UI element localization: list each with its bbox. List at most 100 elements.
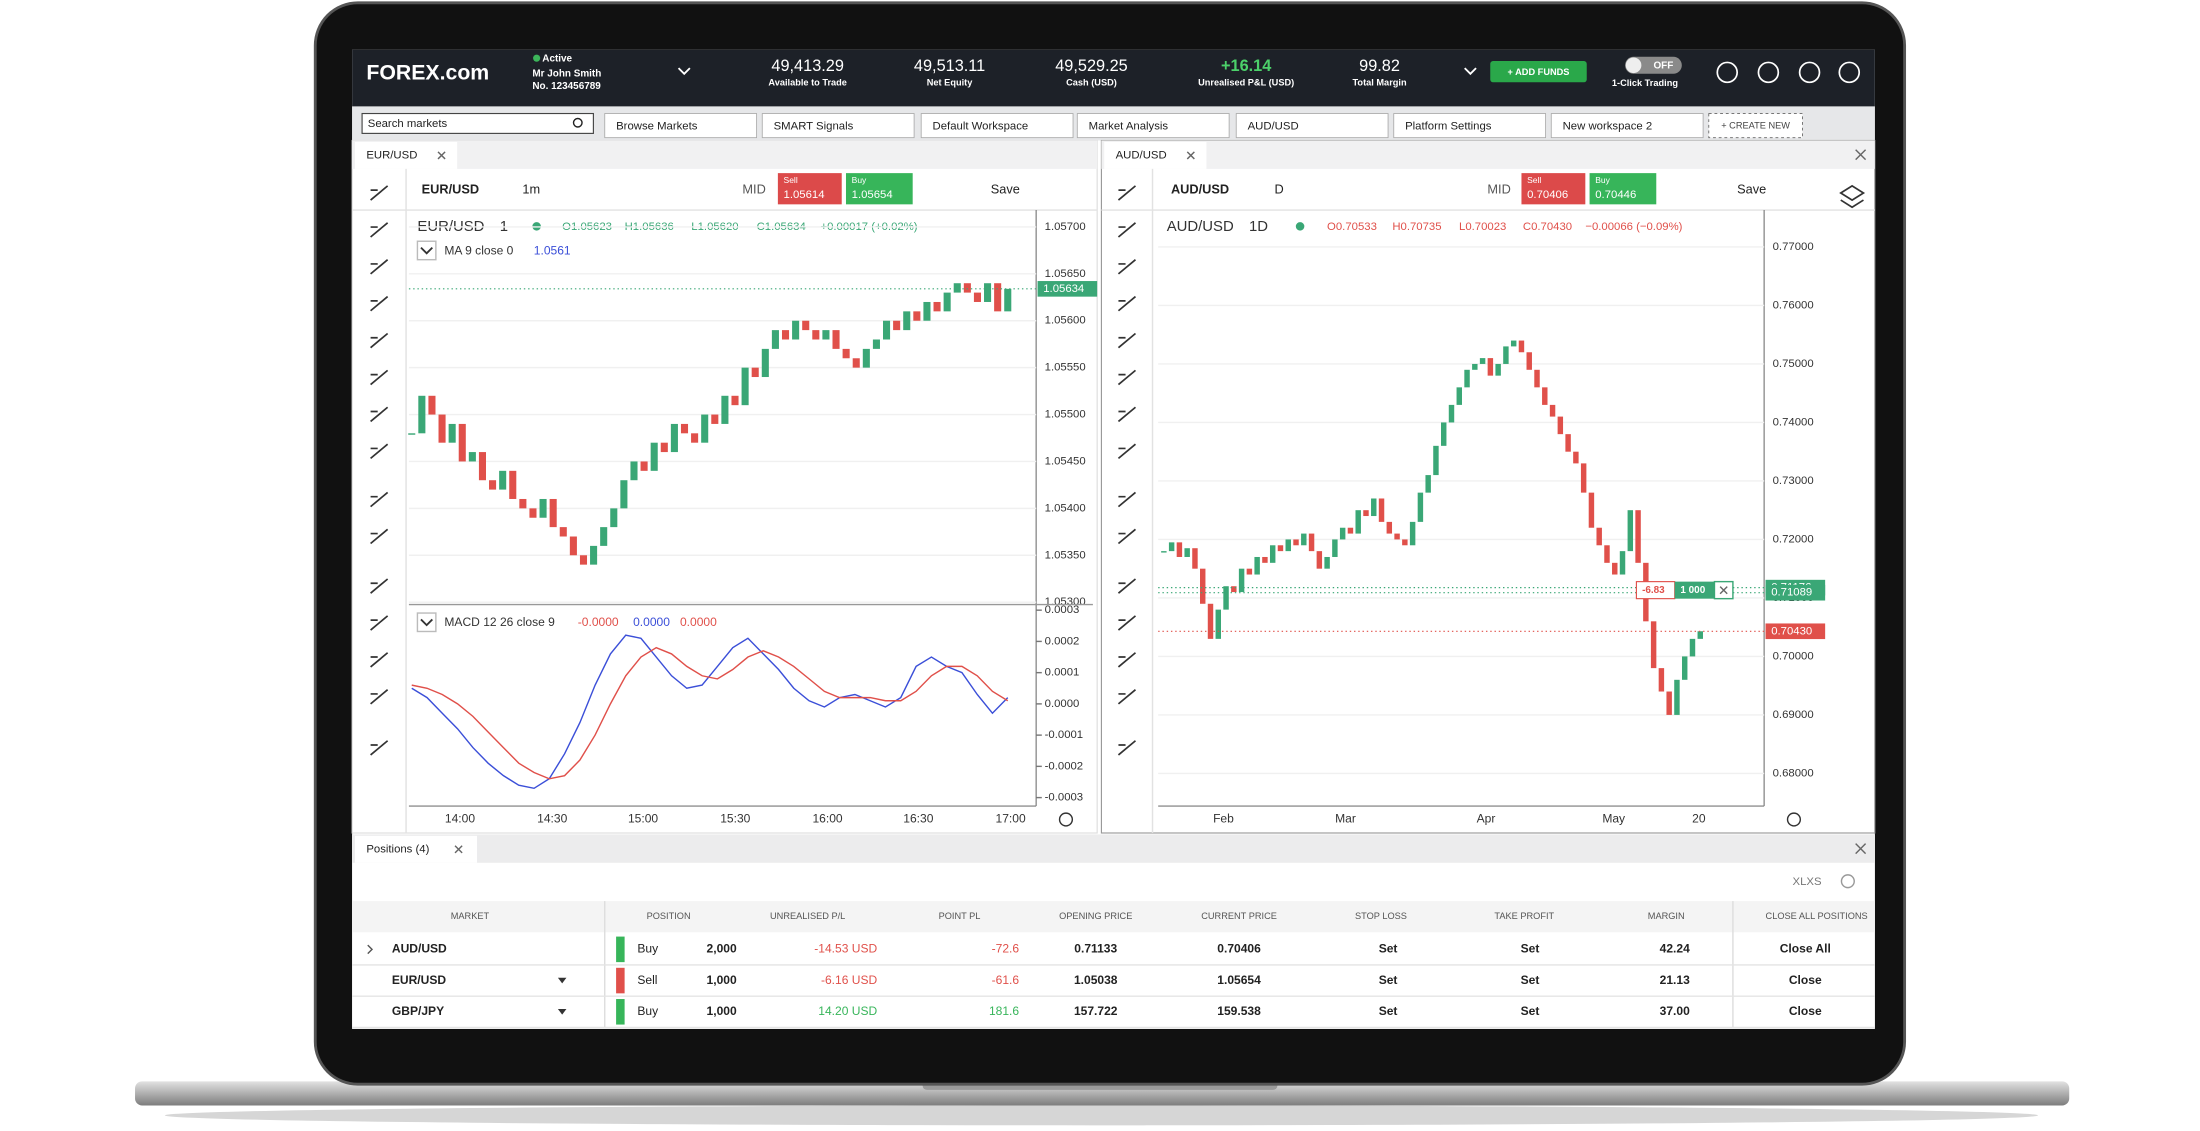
close-tab[interactable] [437, 151, 446, 160]
macd-toggle[interactable] [416, 612, 437, 633]
workspace-tab[interactable] [1393, 113, 1547, 139]
drawing-tool[interactable] [370, 406, 389, 423]
stats-menu[interactable] [1464, 67, 1477, 76]
toolbar-symbol[interactable]: AUD/USD [1171, 182, 1229, 197]
drawing-tool[interactable] [370, 615, 389, 631]
toolbar-interval[interactable]: D [1275, 182, 1284, 197]
indicator-chevron[interactable] [420, 246, 433, 255]
table-cell[interactable]: Close [1789, 973, 1822, 987]
buy-button[interactable] [1589, 173, 1657, 205]
close-panel[interactable] [1855, 149, 1867, 161]
table-cell[interactable]: Close All [1780, 942, 1831, 956]
drawing-tool[interactable] [1117, 369, 1137, 386]
macd-chevron[interactable] [420, 618, 433, 627]
table-cell[interactable]: Set [1521, 973, 1540, 987]
axis-settings[interactable] [1058, 812, 1074, 827]
axis-settings[interactable] [1786, 812, 1802, 827]
drawing-tool[interactable] [1117, 406, 1137, 423]
expand-row[interactable] [367, 944, 374, 955]
drawing-tool[interactable] [1117, 295, 1137, 312]
drawing-tool[interactable] [1117, 615, 1137, 631]
workspace-tab[interactable] [1076, 113, 1230, 139]
table-cell[interactable]: 42.24 [1660, 942, 1690, 956]
candle [1246, 568, 1253, 575]
drawing-tool[interactable] [1117, 528, 1137, 545]
table-cell[interactable]: Close [1789, 1004, 1822, 1018]
add-funds-button[interactable] [1490, 61, 1587, 83]
drawing-tool[interactable] [370, 259, 389, 275]
drawing-tool[interactable] [1117, 443, 1137, 460]
save-button[interactable]: Save [991, 182, 1020, 197]
drawing-tool[interactable] [1117, 332, 1137, 349]
account-number: No. 123456789 [532, 81, 601, 92]
drawing-tool[interactable] [370, 295, 389, 312]
workspace-tab[interactable] [761, 113, 915, 139]
workspace-tab[interactable] [1235, 113, 1389, 139]
drawing-tool[interactable] [370, 652, 389, 668]
drawing-tool[interactable] [1117, 740, 1137, 756]
drawing-tool[interactable] [370, 332, 389, 349]
positions-tab[interactable] [354, 835, 478, 863]
drawing-tool[interactable] [1117, 491, 1137, 508]
drawing-tool[interactable] [370, 689, 389, 705]
candle [781, 330, 790, 340]
candle [1184, 548, 1190, 557]
workspace-tab[interactable] [920, 113, 1074, 139]
price-tag [1765, 623, 1826, 640]
sell-button[interactable] [777, 173, 842, 205]
layers-icon[interactable] [1839, 184, 1866, 209]
close-positions[interactable] [1855, 843, 1867, 855]
drawing-tool[interactable] [1117, 652, 1137, 668]
toolbar-symbol[interactable]: EUR/USD [422, 182, 479, 197]
header-icon[interactable] [1798, 61, 1821, 84]
drawing-tool[interactable] [370, 185, 389, 201]
row-menu[interactable] [557, 977, 567, 984]
positions-settings[interactable] [1840, 874, 1855, 889]
drawing-tool[interactable] [1117, 185, 1137, 201]
drawing-tool[interactable] [370, 740, 389, 756]
drawing-tool[interactable] [370, 491, 389, 508]
row-menu[interactable] [557, 1008, 567, 1015]
panel-tab[interactable] [354, 141, 458, 169]
table-cell[interactable]: Set [1521, 942, 1540, 956]
save-button[interactable]: Save [1737, 182, 1766, 197]
time-label: Mar [1335, 812, 1356, 826]
buy-button[interactable] [845, 173, 913, 205]
header-icon[interactable] [1838, 61, 1861, 84]
drawing-tool[interactable] [370, 222, 389, 238]
table-cell[interactable]: 21.13 [1660, 973, 1690, 987]
drawing-tool[interactable] [370, 369, 389, 386]
workspace-tab[interactable] [1550, 113, 1704, 139]
candle [1417, 492, 1424, 522]
close-tab[interactable] [1186, 151, 1195, 160]
table-cell[interactable]: Set [1379, 942, 1398, 956]
search-placeholder: Search markets [368, 118, 448, 130]
panel-tab[interactable] [1104, 141, 1207, 169]
table-cell[interactable]: Set [1379, 1004, 1398, 1018]
create-tab[interactable] [1708, 113, 1803, 139]
header-icon[interactable] [1757, 61, 1780, 84]
table-cell: Buy [637, 942, 658, 956]
drawing-tool[interactable] [370, 528, 389, 545]
drawing-tool[interactable] [1117, 259, 1137, 275]
table-cell[interactable]: Set [1521, 1004, 1540, 1018]
drawing-tool[interactable] [370, 578, 389, 594]
stat-value: 49,529.25 [1055, 57, 1128, 75]
drawing-tool[interactable] [1117, 578, 1137, 594]
table-cell[interactable]: 37.00 [1660, 1004, 1690, 1018]
close-positions-tab[interactable] [454, 845, 463, 854]
drawing-tool[interactable] [1117, 222, 1137, 238]
workspace-tab[interactable] [604, 113, 758, 139]
candle [458, 423, 466, 462]
search-box[interactable] [361, 112, 594, 134]
account-menu[interactable] [677, 67, 691, 76]
toolbar-interval[interactable]: 1m [522, 182, 540, 197]
table-cell[interactable]: Set [1379, 973, 1398, 987]
sell-button[interactable] [1521, 173, 1586, 205]
drawing-tool[interactable] [1117, 689, 1137, 705]
header-icon[interactable] [1716, 61, 1739, 84]
drawing-tool[interactable] [370, 443, 389, 460]
indicator-toggle[interactable] [416, 240, 437, 261]
export-button[interactable]: XLXS [1793, 876, 1822, 888]
position-close[interactable] [1719, 586, 1728, 595]
